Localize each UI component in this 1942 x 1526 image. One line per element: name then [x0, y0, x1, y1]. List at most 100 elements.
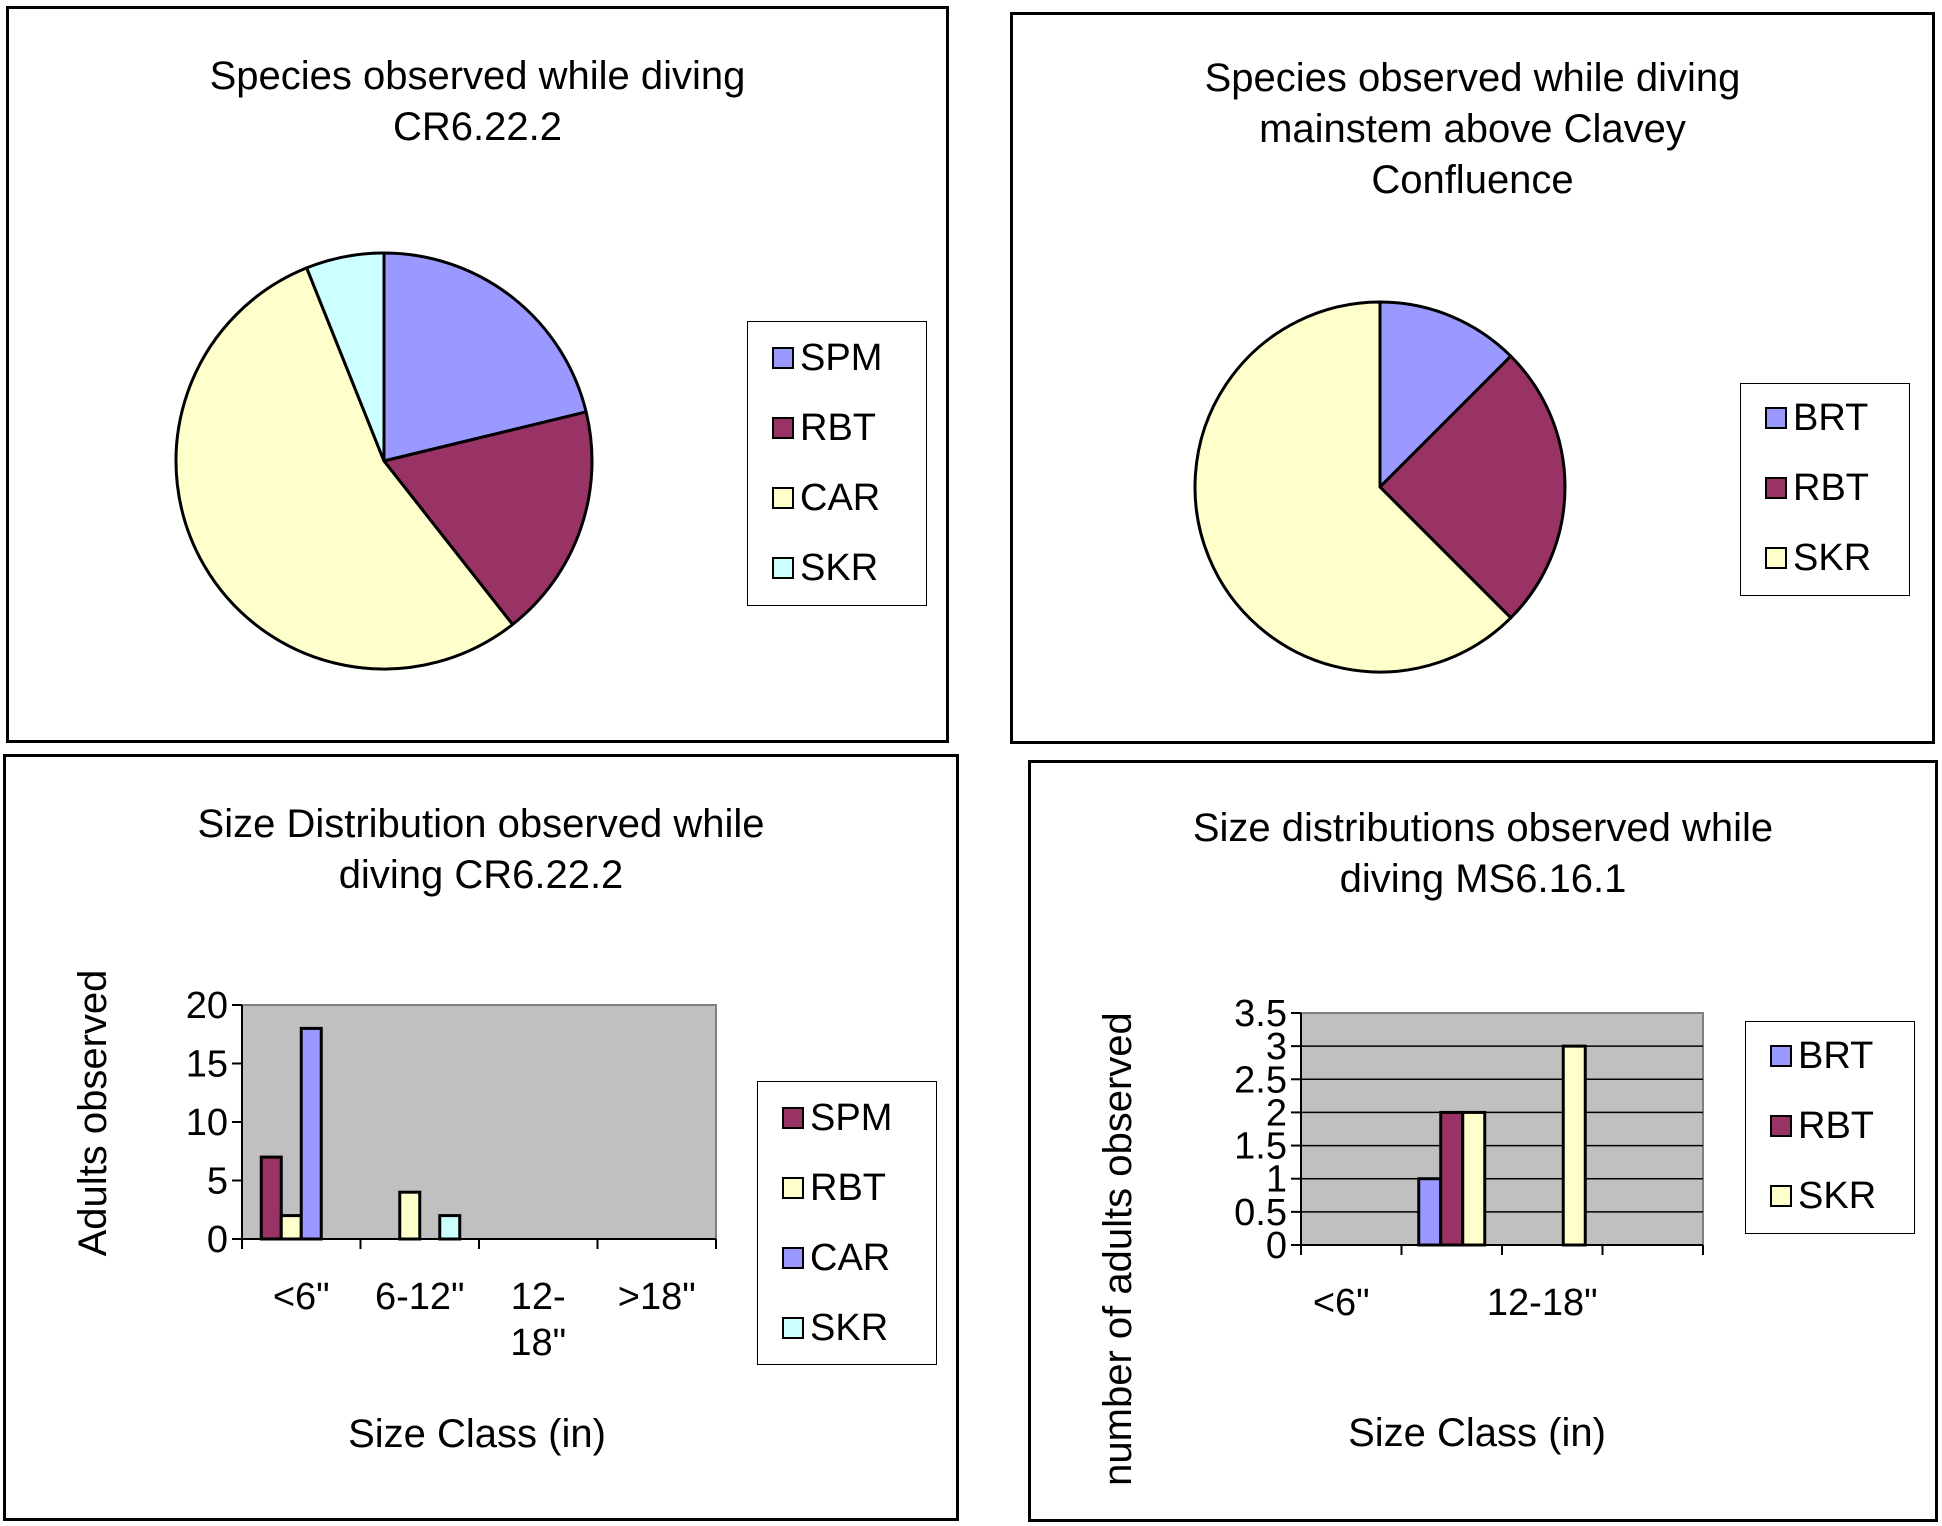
legend-swatch: [1765, 547, 1787, 569]
bar-rbt: [1439, 1110, 1465, 1247]
chart-legend: BRT RBT SKR: [1740, 383, 1910, 596]
legend-item-skr: SKR: [1765, 538, 1871, 578]
legend-label: SKR: [810, 1307, 889, 1349]
chart-title-line-3: Confluence: [1371, 158, 1574, 202]
legend-item-brt: BRT: [1770, 1036, 1873, 1076]
y-tick-label: 1: [1266, 1159, 1287, 1201]
x-category-label: 12-18": [1487, 1282, 1598, 1324]
legend-swatch: [1770, 1115, 1792, 1137]
x-category-label: <6": [273, 1276, 330, 1318]
chart-title-line-1: Species observed while diving: [1204, 56, 1741, 100]
chart-title-line-2: diving MS6.16.1: [1339, 857, 1627, 901]
legend-swatch: [1765, 477, 1787, 499]
legend-swatch: [772, 557, 794, 579]
legend-item-car: CAR: [782, 1238, 890, 1278]
legend-label: SKR: [1793, 537, 1872, 579]
legend-item-rbt: RBT: [1770, 1106, 1874, 1146]
legend-label: SKR: [800, 547, 879, 589]
x-axis-title: Size Class (in): [348, 1412, 606, 1456]
bar-brt: [1417, 1177, 1443, 1247]
bar-chart-cr6222-panel: Size Distribution observed while diving …: [3, 754, 959, 1521]
y-tick-label: 20: [186, 985, 228, 1027]
y-tick-label: 2.5: [1234, 1059, 1287, 1101]
legend-swatch: [1765, 407, 1787, 429]
x-category-label: <6": [1313, 1282, 1370, 1324]
legend-swatch: [772, 347, 794, 369]
legend-item-spm: SPM: [772, 338, 882, 378]
legend-label: BRT: [1793, 397, 1869, 439]
legend-item-skr: SKR: [782, 1308, 888, 1348]
pie-chart-mainstem-panel: Species observed while diving mainstem a…: [1010, 12, 1935, 744]
pie-plot-area: [1193, 300, 1567, 674]
chart-legend: BRT RBT SKR: [1745, 1021, 1915, 1234]
bar-car: [299, 1026, 323, 1241]
legend-swatch: [1770, 1185, 1792, 1207]
legend-label: SPM: [810, 1097, 893, 1139]
chart-title-line-1: Species observed while diving: [209, 54, 746, 98]
bar-rbt: [279, 1214, 303, 1241]
y-tick-label: 3: [1266, 1026, 1287, 1068]
bar-plot-area: 0 5 10 15 20 <6" 6-12" 12-18" >18" Size Class (in…: [71, 970, 717, 1456]
x-category-label: >18": [618, 1276, 696, 1318]
chart-title-line-1: Size distributions observed while: [1192, 806, 1774, 850]
pie-slice-car: [174, 266, 515, 671]
legend-item-rbt: RBT: [1765, 468, 1869, 508]
bar-spm: [259, 1155, 283, 1241]
legend-swatch: [782, 1317, 804, 1339]
x-category-label: 12-: [511, 1276, 566, 1318]
legend-label: CAR: [800, 477, 881, 519]
legend-swatch: [772, 417, 794, 439]
legend-item-rbt: RBT: [782, 1168, 886, 1208]
chart-title-line-2: mainstem above Clavey: [1259, 107, 1686, 151]
legend-item-brt: BRT: [1765, 398, 1868, 438]
legend-label: RBT: [1793, 467, 1869, 509]
legend-item-skr: SKR: [1770, 1176, 1876, 1216]
legend-swatch: [782, 1247, 804, 1269]
bar-skr: [1461, 1110, 1487, 1247]
legend-label: CAR: [810, 1237, 891, 1279]
y-tick-label: 1.5: [1234, 1126, 1287, 1168]
legend-item-spm: SPM: [782, 1098, 892, 1138]
bar-chart-ms6161-panel: Size distributions observed while diving…: [1028, 760, 1938, 1522]
pie-slice-rbt: [382, 410, 594, 626]
y-tick-label: 0.5: [1234, 1192, 1287, 1234]
y-tick-label: 2: [1266, 1092, 1287, 1134]
legend-item-rbt: RBT: [772, 408, 876, 448]
pie-plot-area: [174, 251, 594, 671]
plot-background: [1300, 1012, 1704, 1246]
legend-label: RBT: [810, 1167, 886, 1209]
bar-plot-area: 00.511.522.533.5 <6" 12-18" Size Class (in)…: [1096, 993, 1704, 1486]
legend-label: RBT: [800, 407, 876, 449]
legend-item-car: CAR: [772, 478, 880, 518]
chart-title: Size Distribution observed while diving …: [6, 799, 956, 901]
pie-slice-skr: [305, 251, 386, 463]
legend-label: SPM: [800, 337, 883, 379]
y-tick-label: 3.5: [1234, 993, 1287, 1035]
legend-label: SKR: [1798, 1175, 1877, 1217]
legend-label: BRT: [1798, 1035, 1874, 1077]
x-axis-title: Size Class (in): [1348, 1411, 1606, 1455]
chart-title: Size distributions observed while diving…: [1031, 803, 1935, 905]
y-tick-label: 0: [1266, 1225, 1287, 1267]
y-axis-title: number of adults observed: [1096, 1012, 1140, 1486]
legend-swatch: [1770, 1045, 1792, 1067]
bar-skr: [438, 1214, 462, 1241]
legend-swatch: [782, 1177, 804, 1199]
chart-title-line-2: diving CR6.22.2: [338, 853, 624, 897]
pie-slice-rbt: [1378, 354, 1567, 620]
bar-rbt: [398, 1190, 422, 1241]
legend-label: RBT: [1798, 1105, 1874, 1147]
legend-swatch: [772, 487, 794, 509]
pie-slice-spm: [382, 251, 588, 463]
chart-title-line-2: CR6.22.2: [393, 105, 562, 149]
chart-title-line-1: Size Distribution observed while: [197, 802, 765, 846]
chart-legend: SPM RBT CAR SKR: [757, 1081, 937, 1365]
legend-swatch: [782, 1107, 804, 1129]
y-tick-label: 0: [207, 1219, 228, 1261]
x-category-label: 6-12": [375, 1276, 465, 1318]
chart-title: Species observed while diving CR6.22.2: [9, 51, 946, 153]
chart-legend: SPM RBT CAR SKR: [747, 321, 927, 606]
chart-title: Species observed while diving mainstem a…: [1013, 53, 1932, 206]
pie-slice-brt: [1378, 300, 1513, 489]
bar-skr: [1561, 1044, 1587, 1247]
